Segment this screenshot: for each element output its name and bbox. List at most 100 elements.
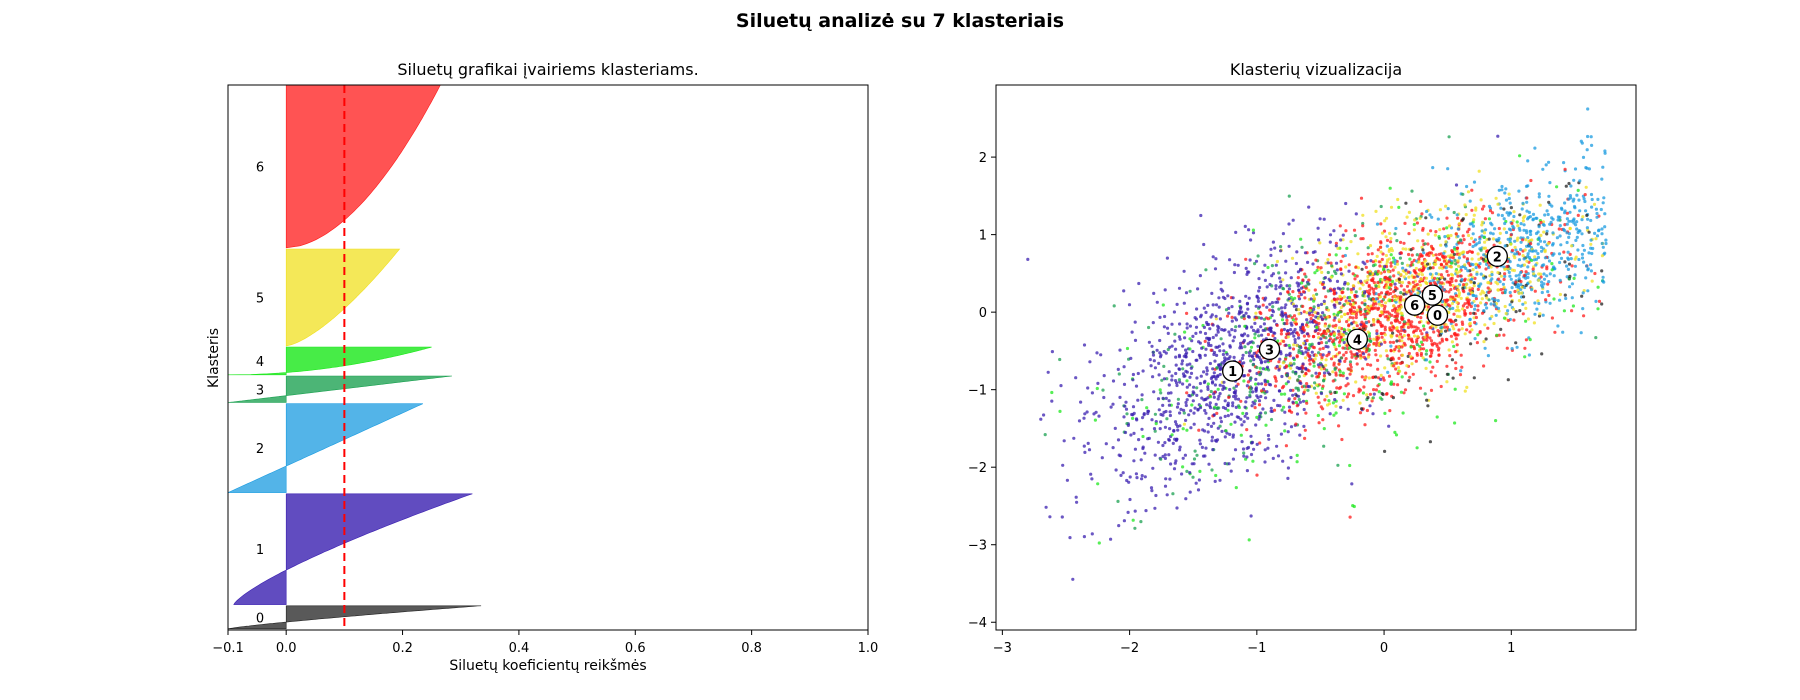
scatter-point — [1124, 400, 1128, 404]
scatter-point — [1255, 415, 1259, 419]
scatter-point — [1316, 311, 1320, 316]
silhouette-fill-cluster-1 — [233, 493, 473, 605]
scatter-point — [1449, 226, 1454, 230]
scatter-point — [1245, 396, 1249, 400]
scatter-point — [1315, 383, 1319, 387]
scatter-point — [1375, 335, 1379, 339]
scatter-point — [1234, 397, 1238, 401]
scatter-point — [1206, 382, 1210, 386]
scatter-point — [1167, 453, 1171, 457]
scatter-point — [1333, 316, 1337, 320]
scatter-point — [1382, 378, 1386, 382]
scatter-point — [1212, 413, 1216, 417]
scatter-point — [1291, 393, 1295, 397]
scatter-point — [1389, 321, 1393, 325]
scatter-point — [1517, 189, 1521, 193]
scatter-point — [1087, 448, 1092, 452]
scatter-point — [1086, 441, 1090, 445]
scatter-point — [1476, 287, 1480, 291]
scatter-point — [1346, 382, 1350, 386]
scatter-point — [1372, 280, 1376, 285]
scatter-point — [1363, 315, 1367, 319]
scatter-point — [1313, 357, 1317, 361]
scatter-point — [1379, 373, 1383, 377]
scatter-point — [1508, 303, 1512, 307]
scatter-point — [1306, 260, 1310, 264]
scatter-point — [1567, 262, 1572, 266]
scatter-point — [1257, 417, 1261, 421]
scatter-point — [1483, 346, 1487, 350]
scatter-point — [1336, 463, 1340, 467]
scatter-point — [1533, 301, 1537, 305]
scatter-point — [1465, 282, 1469, 286]
scatter-point — [1182, 411, 1186, 415]
scatter-point — [1124, 407, 1129, 411]
scatter-point — [1368, 272, 1372, 276]
scatter-point — [1534, 257, 1538, 261]
scatter-point — [1382, 307, 1386, 311]
scatter-point — [1206, 430, 1210, 434]
scatter-point — [1545, 267, 1549, 271]
scatter-point — [1466, 190, 1471, 194]
scatter-point — [1584, 209, 1588, 213]
scatter-point — [1449, 287, 1453, 292]
scatter-point — [1285, 373, 1289, 377]
scatter-point — [1509, 228, 1513, 232]
scatter-point — [1446, 273, 1450, 277]
scatter-point — [1287, 222, 1291, 226]
scatter-point — [1587, 251, 1591, 255]
scatter-point — [1312, 307, 1316, 311]
scatter-point — [1369, 259, 1373, 263]
scatter-point — [1544, 298, 1548, 302]
scatter-point — [1240, 423, 1244, 427]
scatter-point — [1418, 216, 1422, 220]
scatter-point — [1206, 422, 1210, 427]
scatter-point — [1471, 244, 1475, 249]
scatter-point — [1390, 313, 1394, 317]
scatter-point — [1236, 263, 1240, 267]
scatter-point — [1463, 263, 1467, 267]
scatter-point — [1350, 355, 1354, 359]
scatter-point — [1268, 308, 1272, 312]
scatter-point — [1185, 391, 1189, 395]
scatter-point — [1448, 328, 1452, 332]
scatter-point — [1245, 428, 1249, 432]
scatter-point — [1217, 296, 1221, 300]
scatter-point — [1293, 338, 1297, 342]
scatter-point — [1173, 461, 1177, 465]
scatter-point — [1241, 334, 1245, 338]
scatter-point — [1342, 392, 1346, 396]
scatter-point — [1468, 317, 1472, 321]
scatter-point — [1603, 212, 1607, 216]
scatter-point — [1164, 409, 1168, 414]
scatter-point — [1321, 353, 1325, 357]
scatter-point — [1379, 241, 1383, 245]
scatter-point — [1376, 358, 1380, 362]
scatter-point — [1079, 400, 1083, 404]
scatter-point — [1361, 221, 1365, 226]
scatter-point — [1261, 328, 1265, 332]
scatter-point — [1183, 330, 1187, 334]
scatter-point — [1308, 362, 1312, 366]
scatter-point — [1166, 331, 1170, 335]
scatter-point — [1133, 509, 1137, 513]
scatter-point — [1459, 353, 1463, 357]
scatter-point — [1424, 358, 1429, 362]
scatter-point — [1443, 325, 1447, 329]
scatter-point — [1339, 373, 1343, 377]
scatter-point — [1565, 222, 1569, 226]
scatter-point — [1248, 340, 1252, 344]
scatter-point — [1211, 303, 1215, 307]
scatter-point — [1212, 395, 1216, 399]
scatter-point — [1536, 299, 1540, 303]
scatter-point — [1414, 359, 1418, 363]
scatter-point — [1580, 218, 1584, 222]
scatter-point — [1532, 321, 1536, 325]
scatter-point — [1382, 270, 1387, 274]
scatter-point — [1389, 349, 1393, 353]
scatter-point — [1043, 433, 1047, 437]
scatter-point — [1418, 386, 1423, 390]
scatter-point — [1397, 330, 1401, 334]
scatter-point — [1117, 372, 1121, 376]
scatter-point — [1331, 370, 1335, 374]
